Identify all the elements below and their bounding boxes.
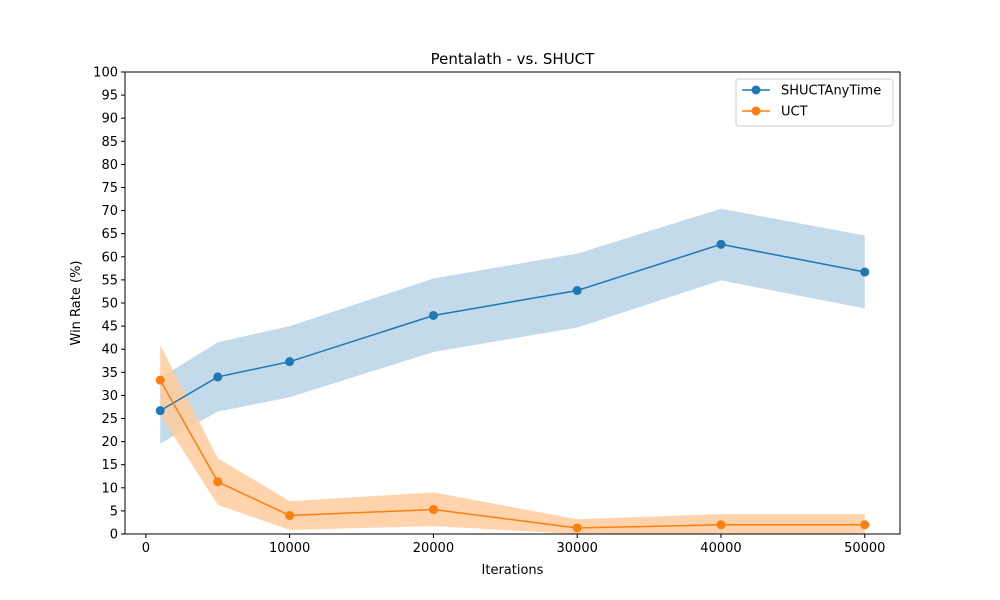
x-axis-ticks: 0 10000 20000 30000 40000 50000 [142,534,885,556]
point-uct-10000 [285,511,295,521]
y-tick-label-0: 0 [110,528,118,543]
y-tick-label-65: 65 [101,227,118,242]
y-tick-label-85: 85 [101,135,118,150]
y-tick-label-35: 35 [101,366,118,381]
legend-label-shuctanytime: SHUCTAnyTime [781,84,881,99]
x-tick-label-30000: 30000 [557,541,598,556]
point-uct-30000 [572,523,582,533]
y-tick-label-50: 50 [101,297,118,312]
legend: SHUCTAnyTime UCT [735,78,894,127]
x-tick-label-10000: 10000 [269,541,310,556]
y-tick-label-30: 30 [101,389,118,404]
legend-box [735,78,894,127]
y-tick-label-15: 15 [101,458,118,473]
legend-marker-shuctanytime [751,85,761,95]
confidence-bands [160,208,865,534]
y-tick-label-80: 80 [101,158,118,173]
y-tick-label-100: 100 [93,66,118,81]
y-tick-label-20: 20 [101,435,118,450]
point-shuctanytime-5000 [213,372,223,382]
x-tick-label-20000: 20000 [413,541,454,556]
point-uct-5000 [213,477,223,487]
x-tick-label-0: 0 [142,541,150,556]
y-tick-label-25: 25 [101,412,118,427]
series-markers [155,239,870,533]
point-shuctanytime-10000 [285,357,295,367]
y-tick-label-55: 55 [101,273,118,288]
point-uct-50000 [860,520,870,530]
y-axis-label: Win Rate (%) [69,261,84,346]
point-shuctanytime-50000 [860,267,870,277]
legend-marker-uct [751,106,761,116]
y-tick-label-70: 70 [101,204,118,219]
x-tick-label-40000: 40000 [700,541,741,556]
y-tick-label-45: 45 [101,320,118,335]
y-tick-label-75: 75 [101,181,118,196]
band-shuctanytime [160,208,865,444]
point-shuctanytime-20000 [428,310,438,320]
point-uct-40000 [716,520,726,530]
y-tick-label-90: 90 [101,112,118,127]
point-shuctanytime-30000 [572,286,582,296]
y-tick-label-95: 95 [101,89,118,104]
y-tick-label-40: 40 [101,343,118,358]
point-uct-20000 [428,505,438,515]
x-tick-label-50000: 50000 [844,541,885,556]
y-tick-label-60: 60 [101,250,118,265]
x-axis-label: Iterations [482,563,544,578]
legend-label-uct: UCT [781,105,808,120]
point-shuctanytime-1000 [155,406,165,416]
point-uct-1000 [155,375,165,385]
chart-title: Pentalath - vs. SHUCT [431,50,595,68]
y-tick-label-10: 10 [101,481,118,496]
y-tick-label-5: 5 [110,504,118,519]
y-axis-ticks: 0 5 10 15 20 25 30 35 40 45 50 55 60 65 70 75 80 85 90 95 10… [93,66,125,543]
band-uct [160,345,865,534]
point-shuctanytime-40000 [716,239,726,249]
